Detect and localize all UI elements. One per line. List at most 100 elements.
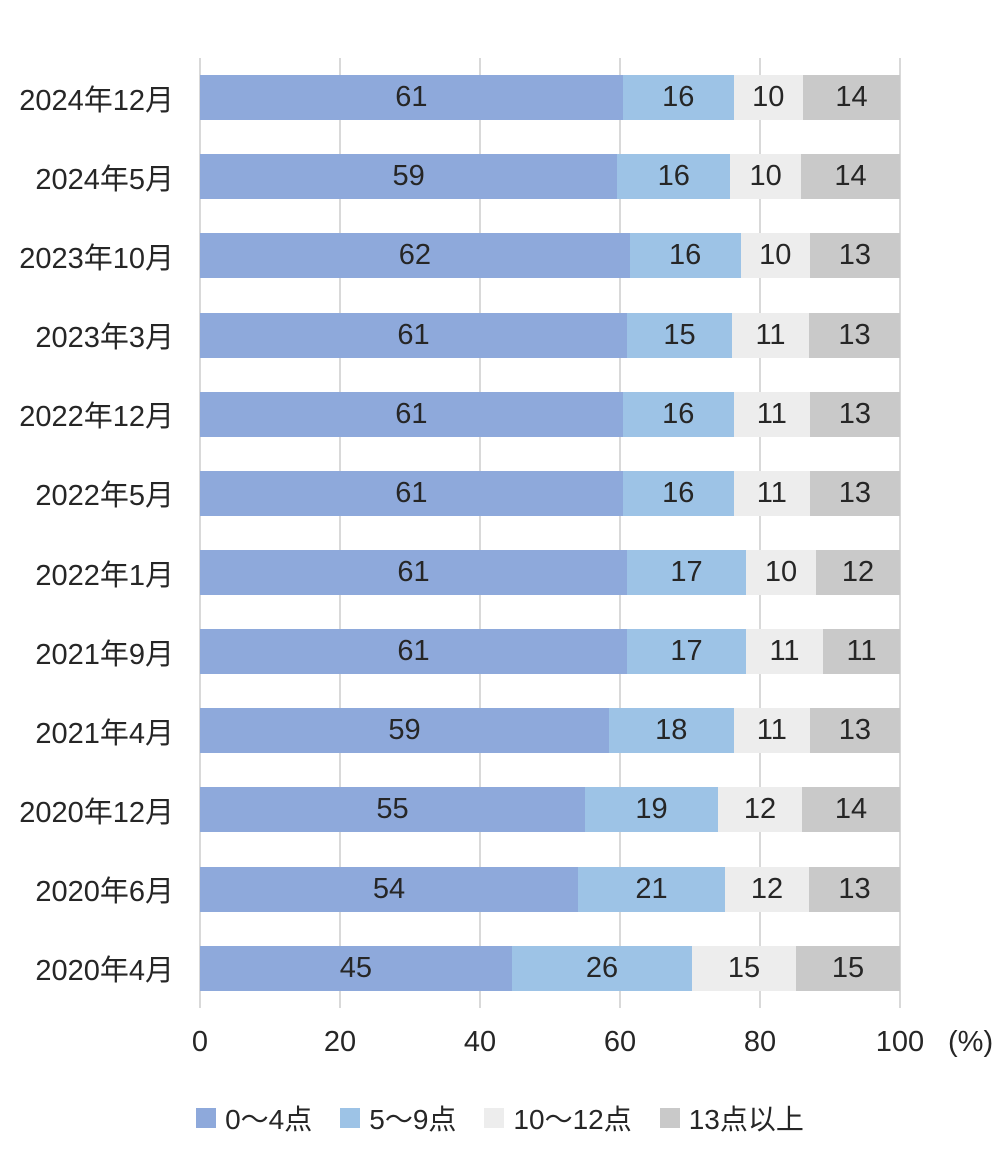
x-axis: 0 20 40 60 80 100: [192, 1026, 924, 1064]
bar-segment: 16: [622, 75, 734, 121]
segment-value-label: 12: [743, 793, 777, 826]
bar-segment: 10: [740, 233, 810, 279]
legend-label: 10〜12点: [513, 1104, 632, 1135]
gridline: [199, 58, 201, 1008]
bar-segment: 61: [200, 75, 623, 121]
bar-segment: 16: [622, 470, 734, 516]
segment-value-label: 61: [395, 81, 428, 114]
gridline: [479, 58, 481, 1008]
segment-value-label: 17: [670, 556, 703, 589]
segment-value-label: 11: [756, 397, 787, 430]
segment-value-label: 14: [834, 160, 867, 193]
x-axis-tick-label: 0: [191, 1026, 209, 1058]
segment-value-label: 11: [756, 714, 787, 747]
segment-value-label: 59: [388, 714, 421, 747]
bar-segment: 15: [796, 945, 900, 991]
bar-segment: 19: [585, 787, 718, 833]
chart-row: 61 16 11 13: [200, 375, 900, 454]
bar-segment: 11: [732, 312, 809, 358]
segment-value-label: 55: [376, 793, 409, 826]
category-label: 2022年5月: [35, 480, 174, 513]
bar-segment: 13: [809, 391, 900, 437]
segment-value-label: 17: [670, 635, 703, 668]
legend-swatch: [340, 1108, 361, 1128]
category-label: 2021年9月: [35, 638, 174, 671]
segment-value-label: 10: [752, 81, 785, 114]
legend-item: 0〜4点: [196, 1098, 312, 1138]
bar-segment: 55: [200, 787, 585, 833]
bar-segment: 61: [200, 550, 627, 596]
chart-row: 61 16 11 13: [200, 454, 900, 533]
chart-row: 62 16 10 13: [200, 216, 900, 295]
segment-value-label: 61: [397, 635, 430, 668]
chart-row: 59 16 10 14: [200, 137, 900, 216]
chart-row: 61 17 11 11: [200, 612, 900, 691]
segment-value-label: 11: [846, 635, 877, 668]
legend-label: 5〜9点: [369, 1104, 457, 1135]
x-axis-tick-label: 60: [603, 1026, 637, 1058]
bar-segment: 11: [733, 391, 810, 437]
bar-rows: 61 16 10 14 59 16 10 14 62 16 10 13 61 15 11 13 61 16 11 13…: [200, 58, 900, 1008]
plot-area: [199, 58, 901, 1008]
segment-value-label: 16: [662, 476, 695, 509]
bar-segment: 16: [622, 391, 734, 437]
bar-segment: 17: [627, 629, 746, 675]
bar-segment: 13: [809, 233, 900, 279]
x-axis-tick-label: 80: [743, 1026, 777, 1058]
bar-segment: 11: [733, 470, 810, 516]
x-axis-tick-label: 40: [463, 1026, 497, 1058]
bar-segment: 10: [733, 75, 803, 121]
bar-segment: 61: [200, 470, 623, 516]
stacked-bar: 61 17 10 12: [200, 550, 900, 596]
legend-swatch: [196, 1108, 217, 1128]
gridline: [619, 58, 621, 1008]
stacked-bar: 54 21 12 13: [200, 866, 900, 912]
stacked-bar: 59 16 10 14: [200, 154, 900, 200]
segment-value-label: 61: [395, 476, 428, 509]
bar-segment: 17: [627, 550, 746, 596]
bar-segment: 14: [800, 154, 900, 200]
stacked-bar: 61 16 11 13: [200, 470, 900, 516]
legend-item: 13点以上: [659, 1098, 804, 1138]
bar-segment: 16: [629, 233, 741, 279]
segment-value-label: 11: [756, 476, 787, 509]
segment-value-label: 10: [749, 160, 782, 193]
bar-segment: 26: [511, 945, 693, 991]
bar-segment: 11: [823, 629, 900, 675]
bar-segment: 15: [627, 312, 732, 358]
segment-value-label: 61: [397, 556, 430, 589]
category-label: 2023年3月: [35, 322, 174, 355]
bar-segment: 61: [200, 629, 627, 675]
chart-row: 45 26 15 15: [200, 929, 900, 1008]
segment-value-label: 11: [769, 635, 800, 668]
segment-value-label: 13: [838, 714, 872, 747]
bar-segment: 14: [802, 787, 900, 833]
segment-value-label: 14: [835, 81, 868, 114]
bar-segment: 59: [200, 708, 609, 754]
segment-value-label: 16: [662, 397, 695, 430]
gridline: [759, 58, 761, 1008]
segment-value-label: 16: [669, 239, 702, 272]
bar-segment: 15: [692, 945, 797, 991]
segment-value-label: 19: [635, 793, 668, 826]
segment-value-label: 16: [657, 160, 690, 193]
bar-segment: 12: [725, 866, 809, 912]
stacked-bar: 61 16 10 14: [200, 75, 900, 121]
bar-segment: 13: [809, 470, 900, 516]
segment-value-label: 16: [662, 81, 695, 114]
bar-segment: 61: [200, 312, 627, 358]
bar-segment: 54: [200, 866, 578, 912]
segment-value-label: 10: [759, 239, 792, 272]
segment-value-label: 61: [397, 318, 430, 351]
bar-segment: 14: [802, 75, 900, 121]
stacked-bar: 61 15 11 13: [200, 312, 900, 358]
gridline: [899, 58, 901, 1008]
legend: 0〜4点 5〜9点 10〜12点 13点以上: [0, 1098, 1000, 1138]
segment-value-label: 15: [663, 318, 696, 351]
chart-row: 59 18 11 13: [200, 691, 900, 770]
bar-segment: 11: [733, 708, 810, 754]
segment-value-label: 62: [398, 239, 431, 272]
category-axis: 2024年12月 2024年5月 2023年10月 2023年3月 2022年12月 20…: [0, 58, 174, 1008]
category-label: 2021年4月: [35, 717, 174, 750]
segment-value-label: 15: [831, 951, 865, 984]
